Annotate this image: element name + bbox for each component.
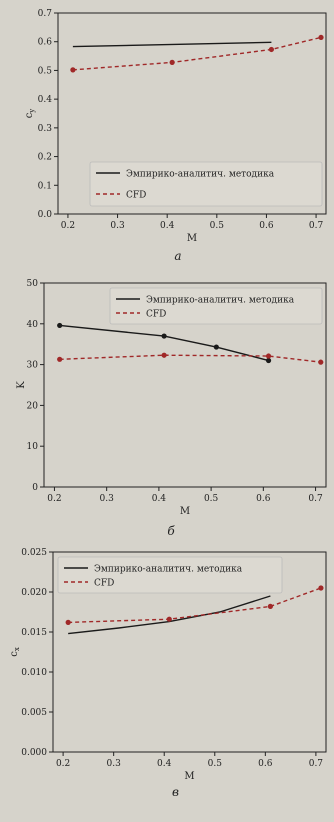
plot-frame <box>52 551 327 753</box>
y-tick-label: 0.3 <box>38 124 53 134</box>
y-tick-label: 0.5 <box>38 66 53 76</box>
y-tick-label: 0.015 <box>21 628 47 638</box>
data-point <box>57 356 63 362</box>
y-axis-label: cx <box>9 647 21 657</box>
x-axis-label: M <box>187 233 197 244</box>
y-tick-label: 0.000 <box>21 748 47 758</box>
y-axis-label: K <box>16 381 27 389</box>
series-line-empirical <box>59 324 269 362</box>
series-line-empirical <box>68 595 271 635</box>
x-tick-label: 0.4 <box>160 221 175 231</box>
data-point <box>265 353 272 359</box>
chart-2: 0.2 0.3 0.4 0.5 0.6 0.7 0 10 20 30 40 50 M K Эмпирико-… <box>16 279 327 538</box>
x-tick-label: 0.6 <box>258 759 273 769</box>
x-tick-label: 0.5 <box>204 494 219 504</box>
x-tick-label: 0.7 <box>309 759 324 769</box>
data-point <box>318 359 324 365</box>
data-point <box>166 616 172 622</box>
data-point <box>267 603 273 610</box>
y-tick-label: 0 <box>32 483 38 493</box>
y-tick-label: 20 <box>27 401 39 411</box>
y-tick-label: 0.2 <box>38 153 52 163</box>
x-tick-label: 0.5 <box>208 759 223 769</box>
y-tick-label: 0.020 <box>21 588 47 598</box>
y-tick-label: 0.7 <box>38 9 53 19</box>
y-tick-label: 50 <box>27 279 39 289</box>
y-tick-label: 0.1 <box>38 181 52 191</box>
y-tick-label: 0.010 <box>21 668 47 678</box>
y-tick-label: 0.6 <box>38 38 53 48</box>
data-point <box>318 34 324 41</box>
y-tick-label: 40 <box>27 320 39 330</box>
legend-entry: CFD <box>126 191 146 201</box>
legend-box <box>89 161 323 207</box>
x-tick-label: 0.3 <box>110 221 125 231</box>
x-tick-label: 0.2 <box>56 759 70 769</box>
y-tick-label: 0.025 <box>21 548 47 558</box>
series-line-cfd <box>68 587 322 624</box>
series-line-empirical <box>72 41 272 48</box>
x-tick-label: 0.5 <box>210 221 225 231</box>
plot-frame <box>43 282 327 488</box>
y-tick-label: 0.005 <box>21 708 47 718</box>
x-tick-label: 0.6 <box>256 494 271 504</box>
chart-3: 0.2 0.3 0.4 0.5 0.6 0.7 0.000 0.005 0.010 0.015 0.… <box>9 548 327 799</box>
chart-1: 0.2 0.3 0.4 0.5 0.6 0.7 0.0 0.1 0.2 0.3 0.4 0.5 0.6 0… <box>24 9 327 263</box>
legend-entry: Эмпирико-аналитич. методика <box>126 170 275 180</box>
x-axis-label: M <box>184 771 194 782</box>
data-point <box>161 333 167 339</box>
legend-entry: CFD <box>94 579 114 589</box>
x-tick-label: 0.4 <box>152 494 167 504</box>
plot-frame <box>57 12 327 215</box>
y-tick-label: 0.4 <box>38 95 53 105</box>
series-line-cfd <box>72 36 322 71</box>
legend-entry: Эмпирико-аналитич. методика <box>94 565 243 575</box>
legend-entry: CFD <box>146 310 166 320</box>
x-tick-label: 0.6 <box>259 221 274 231</box>
data-point <box>318 585 324 591</box>
chart-caption: б <box>167 524 175 538</box>
data-point <box>70 67 76 73</box>
x-axis-label: M <box>180 506 190 517</box>
data-point <box>213 344 219 350</box>
y-tick-label: 30 <box>27 361 39 371</box>
series-line-cfd <box>59 354 321 363</box>
x-tick-label: 0.2 <box>47 494 61 504</box>
x-tick-label: 0.2 <box>61 221 75 231</box>
data-point <box>268 46 275 53</box>
data-point <box>169 59 175 65</box>
x-tick-label: 0.3 <box>107 759 122 769</box>
chart-caption: в <box>172 785 179 799</box>
legend-entry: Эмпирико-аналитич. методика <box>146 296 295 306</box>
chart-caption: а <box>174 249 181 263</box>
data-point <box>65 619 71 626</box>
y-axis-label: cy <box>24 109 36 119</box>
y-tick-label: 0.0 <box>38 210 53 220</box>
x-tick-label: 0.4 <box>157 759 172 769</box>
x-tick-label: 0.7 <box>308 494 323 504</box>
data-point <box>57 322 63 329</box>
data-point <box>161 352 167 358</box>
legend-box <box>57 556 283 594</box>
legend-box <box>109 287 323 325</box>
data-point <box>265 357 272 364</box>
y-tick-label: 10 <box>27 442 39 452</box>
x-tick-label: 0.3 <box>100 494 115 504</box>
x-tick-label: 0.7 <box>309 221 324 231</box>
